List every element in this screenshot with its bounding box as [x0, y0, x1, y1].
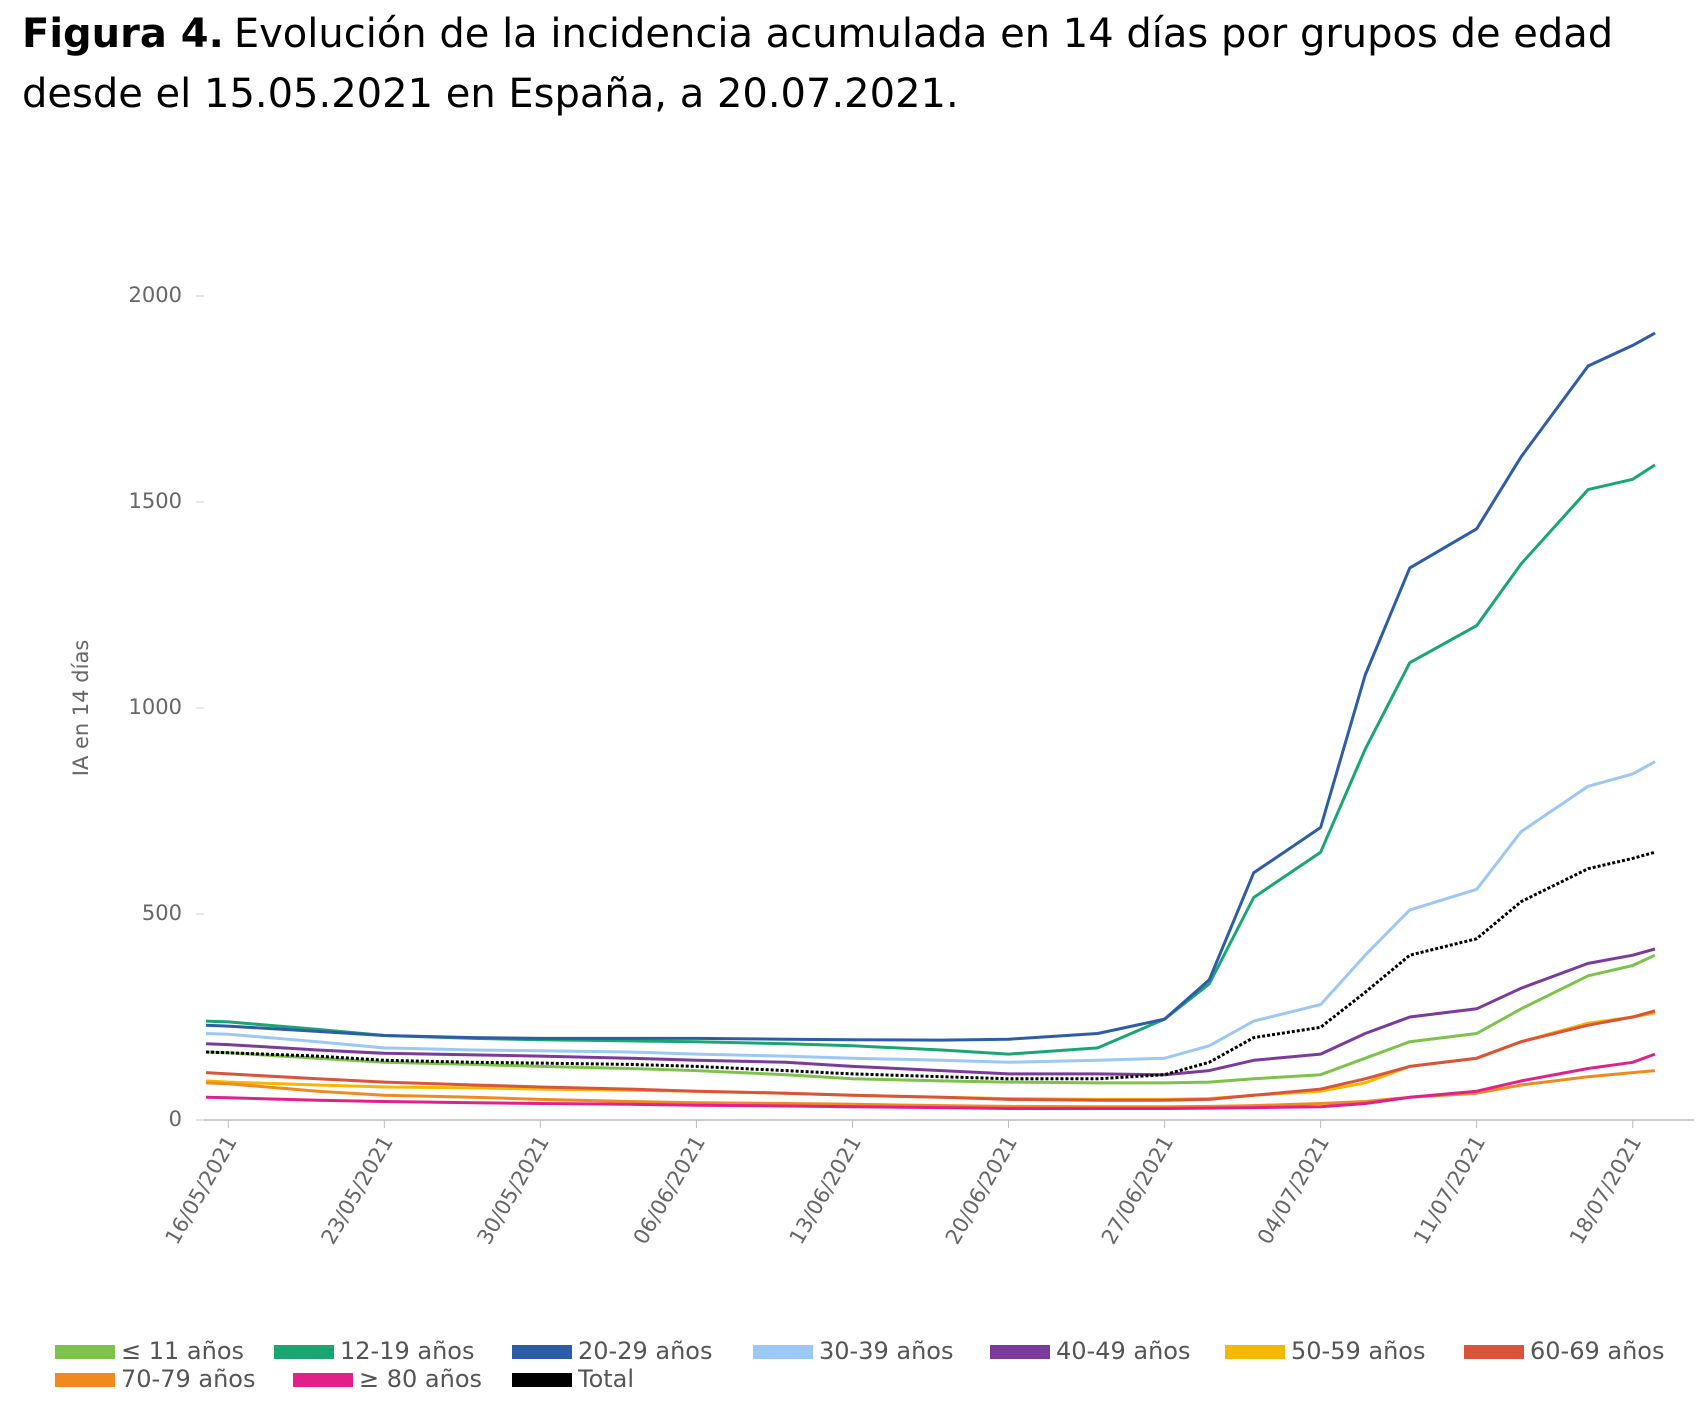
legend-label: 40-49 años — [1056, 1337, 1190, 1365]
x-tick-label: 18/07/2021 — [1565, 1132, 1646, 1249]
legend-item: Total — [512, 1365, 634, 1393]
legend-item: 20-29 años — [512, 1337, 712, 1365]
legend-swatch — [512, 1373, 572, 1387]
x-tick-label: 11/07/2021 — [1409, 1132, 1490, 1249]
legend-label: Total — [577, 1365, 634, 1393]
legend-item: ≤ 11 años — [55, 1337, 244, 1365]
legend-label: ≥ 80 años — [359, 1365, 482, 1393]
x-tick-label: 30/05/2021 — [473, 1132, 554, 1249]
title-text: Evolución de la incidencia acumulada en … — [234, 11, 1613, 57]
x-tick-label: 27/06/2021 — [1097, 1132, 1178, 1249]
legend-label: ≤ 11 años — [121, 1337, 244, 1365]
y-tick-label: 500 — [142, 901, 182, 925]
legend-label: 20-29 años — [578, 1337, 712, 1365]
series-line — [205, 1052, 1656, 1110]
y-tick-label: 2000 — [129, 283, 182, 307]
legend-swatch — [55, 1345, 115, 1359]
legend-label: 50-59 años — [1291, 1337, 1425, 1365]
series-line — [205, 1011, 1656, 1101]
legend-item: 50-59 años — [1225, 1337, 1425, 1365]
legend-swatch — [512, 1345, 572, 1359]
x-tick-label: 20/06/2021 — [941, 1132, 1022, 1249]
series-line — [205, 1009, 1656, 1102]
legend-swatch — [274, 1345, 334, 1359]
y-tick-label: 1000 — [129, 695, 182, 719]
y-tick-label: 0 — [169, 1107, 182, 1131]
x-tick-label: 13/06/2021 — [785, 1132, 866, 1249]
legend-item: ≥ 80 años — [293, 1365, 482, 1393]
y-axis-label: IA en 14 días — [69, 640, 93, 777]
series-line — [205, 850, 1656, 1081]
series-line — [205, 1069, 1656, 1109]
legend-swatch — [1464, 1345, 1524, 1359]
x-tick-label: 04/07/2021 — [1253, 1132, 1334, 1249]
legend-swatch — [293, 1373, 353, 1387]
series-line — [205, 331, 1656, 1042]
legend-item: 40-49 años — [990, 1337, 1190, 1365]
legend-label: 30-39 años — [819, 1337, 953, 1365]
chart-title: Figura 4. Evolución de la incidencia acum… — [22, 11, 1613, 57]
legend-item: 30-39 años — [753, 1337, 953, 1365]
legend-swatch — [753, 1345, 813, 1359]
series-line — [205, 760, 1656, 1064]
x-tick-label: 23/05/2021 — [317, 1132, 398, 1249]
legend-label: 70-79 años — [121, 1365, 255, 1393]
series-line — [205, 953, 1656, 1085]
legend-label: 12-19 años — [340, 1337, 474, 1365]
legend-label: 60-69 años — [1530, 1337, 1664, 1365]
legend-item: 60-69 años — [1464, 1337, 1664, 1365]
legend-item: 12-19 años — [274, 1337, 474, 1365]
x-tick-label: 06/06/2021 — [629, 1132, 710, 1249]
x-tick-label: 16/05/2021 — [161, 1132, 242, 1249]
chart-subtitle: desde el 15.05.2021 en España, a 20.07.2… — [22, 71, 959, 117]
legend-swatch — [1225, 1345, 1285, 1359]
series-line — [205, 947, 1656, 1077]
legend-swatch — [55, 1373, 115, 1387]
legend-swatch — [990, 1345, 1050, 1359]
title-label: Figura 4. — [22, 11, 224, 57]
y-tick-label: 1500 — [129, 489, 182, 513]
legend-item: 70-79 años — [55, 1365, 255, 1393]
